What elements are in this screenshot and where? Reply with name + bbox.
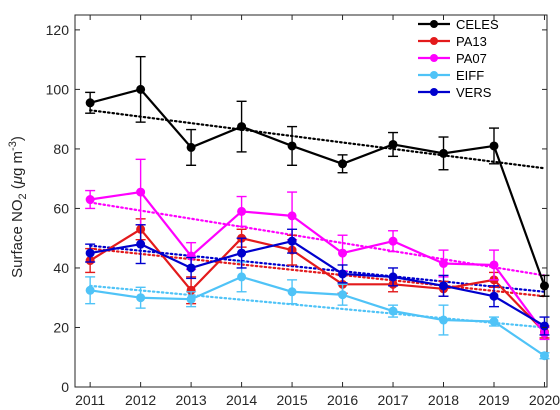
y-axis-title-unit-mu: μ (9, 176, 26, 185)
y-axis-title: Surface NO2 (μg m-3) (7, 136, 29, 278)
data-point (136, 293, 146, 303)
y-tick-label: 60 (53, 200, 69, 216)
y-axis-title-unit-close: ) (9, 136, 26, 141)
data-point (287, 287, 297, 297)
data-point (136, 239, 146, 249)
y-axis-title-unit-superscript: -3 (7, 141, 19, 151)
data-point (489, 291, 499, 301)
data-point (186, 263, 196, 273)
series-celes (85, 55, 550, 297)
data-point (287, 141, 297, 151)
plot-border (74, 14, 548, 388)
y-tick-label: 20 (53, 319, 69, 335)
x-tick-label: 2019 (478, 392, 509, 408)
data-point (287, 236, 297, 246)
legend-label-pa13: PA13 (456, 34, 487, 49)
trend-lines (89, 109, 546, 329)
x-axis: 2011 2012 2013 2014 2015 2016 2017 2018 2019 2020 (75, 15, 560, 408)
data-point (489, 260, 499, 270)
data-point (539, 281, 549, 291)
series-line-vers (89, 240, 546, 327)
series-line-pa07 (89, 190, 546, 335)
data-point (338, 159, 348, 169)
data-point (388, 139, 398, 149)
x-tick-label: 2012 (125, 392, 156, 408)
x-tick-label: 2011 (75, 392, 105, 408)
data-point (539, 321, 549, 331)
y-axis: 0 20 40 60 80 100 120 (46, 22, 547, 395)
data-point (136, 84, 146, 94)
legend-label-eiff: EIFF (456, 68, 484, 83)
series-line-pa13 (89, 228, 546, 333)
data-point (85, 195, 95, 205)
y-tick-label: 0 (61, 379, 69, 395)
x-tick-label: 2017 (377, 392, 408, 408)
data-point (388, 272, 398, 282)
y-tick-label: 100 (46, 81, 70, 97)
data-point (338, 269, 348, 279)
x-tick-label: 2013 (176, 392, 207, 408)
y-axis-title-unit: g m (9, 151, 26, 176)
data-point (287, 211, 297, 221)
data-point (489, 141, 499, 151)
x-tick-label: 2015 (276, 392, 307, 408)
x-tick-label: 2020 (529, 392, 560, 408)
legend-label-vers: VERS (456, 85, 492, 100)
data-point (539, 351, 549, 361)
data-point (338, 248, 348, 258)
y-tick-label: 80 (53, 141, 69, 157)
legend-marker-pa07 (430, 54, 438, 62)
y-axis-title-unit-open: ( (9, 184, 26, 193)
legend: CELES PA13 PA07 EIFF VERS (418, 17, 499, 100)
series-line-celes (89, 88, 546, 287)
data-point (136, 187, 146, 197)
data-point (85, 285, 95, 295)
y-axis-title-main: Surface NO (9, 199, 26, 277)
legend-marker-pa13 (430, 37, 438, 45)
series-vers (85, 224, 550, 336)
data-point (85, 98, 95, 108)
y-tick-label: 40 (53, 260, 69, 276)
data-point (388, 306, 398, 316)
y-tick-label: 120 (46, 22, 70, 38)
legend-marker-vers (430, 88, 438, 96)
series-line-eiff (89, 275, 546, 357)
data-point (388, 236, 398, 246)
trend-line-pa13 (89, 247, 546, 298)
data-point (186, 294, 196, 304)
x-tick-label: 2016 (327, 392, 358, 408)
x-tick-label: 2018 (428, 392, 459, 408)
data-point (186, 142, 196, 152)
data-point (338, 290, 348, 300)
legend-marker-eiff (430, 71, 438, 79)
data-point (237, 272, 247, 282)
data-point (85, 248, 95, 258)
data-point (237, 206, 247, 216)
x-tick-label: 2014 (226, 392, 257, 408)
series-eiff (85, 261, 550, 361)
legend-marker-celes (430, 20, 438, 28)
data-point (439, 258, 449, 268)
legend-label-pa07: PA07 (456, 51, 487, 66)
data-point (489, 317, 499, 327)
data-point (439, 281, 449, 291)
plot-area (74, 14, 548, 388)
trend-line-celes (89, 109, 546, 170)
y-axis-title-subscript: 2 (17, 193, 29, 199)
data-point (237, 248, 247, 258)
series-pa07 (85, 158, 550, 341)
data-point (439, 315, 449, 325)
data-point (439, 148, 449, 158)
legend-label-celes: CELES (456, 17, 499, 32)
data-series (85, 55, 550, 361)
data-point (237, 122, 247, 132)
